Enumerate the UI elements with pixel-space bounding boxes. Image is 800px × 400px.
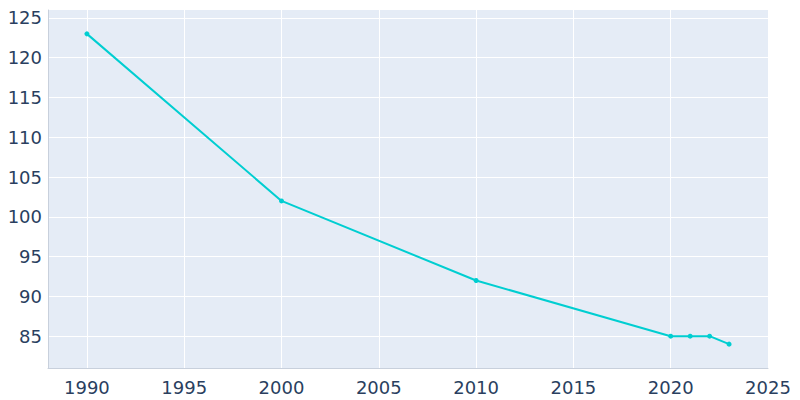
svg-text:2005: 2005 [356,377,402,398]
svg-text:125: 125 [8,7,42,28]
svg-text:2025: 2025 [745,377,791,398]
svg-text:95: 95 [19,246,42,267]
svg-text:1995: 1995 [161,377,207,398]
svg-text:110: 110 [8,127,42,148]
svg-text:2000: 2000 [259,377,305,398]
svg-text:85: 85 [19,326,42,347]
svg-text:1990: 1990 [64,377,110,398]
svg-text:2010: 2010 [453,377,499,398]
svg-text:105: 105 [8,167,42,188]
svg-text:2015: 2015 [550,377,596,398]
svg-text:90: 90 [19,286,42,307]
svg-text:2020: 2020 [648,377,694,398]
svg-text:115: 115 [8,87,42,108]
svg-text:120: 120 [8,47,42,68]
svg-text:100: 100 [8,206,42,227]
